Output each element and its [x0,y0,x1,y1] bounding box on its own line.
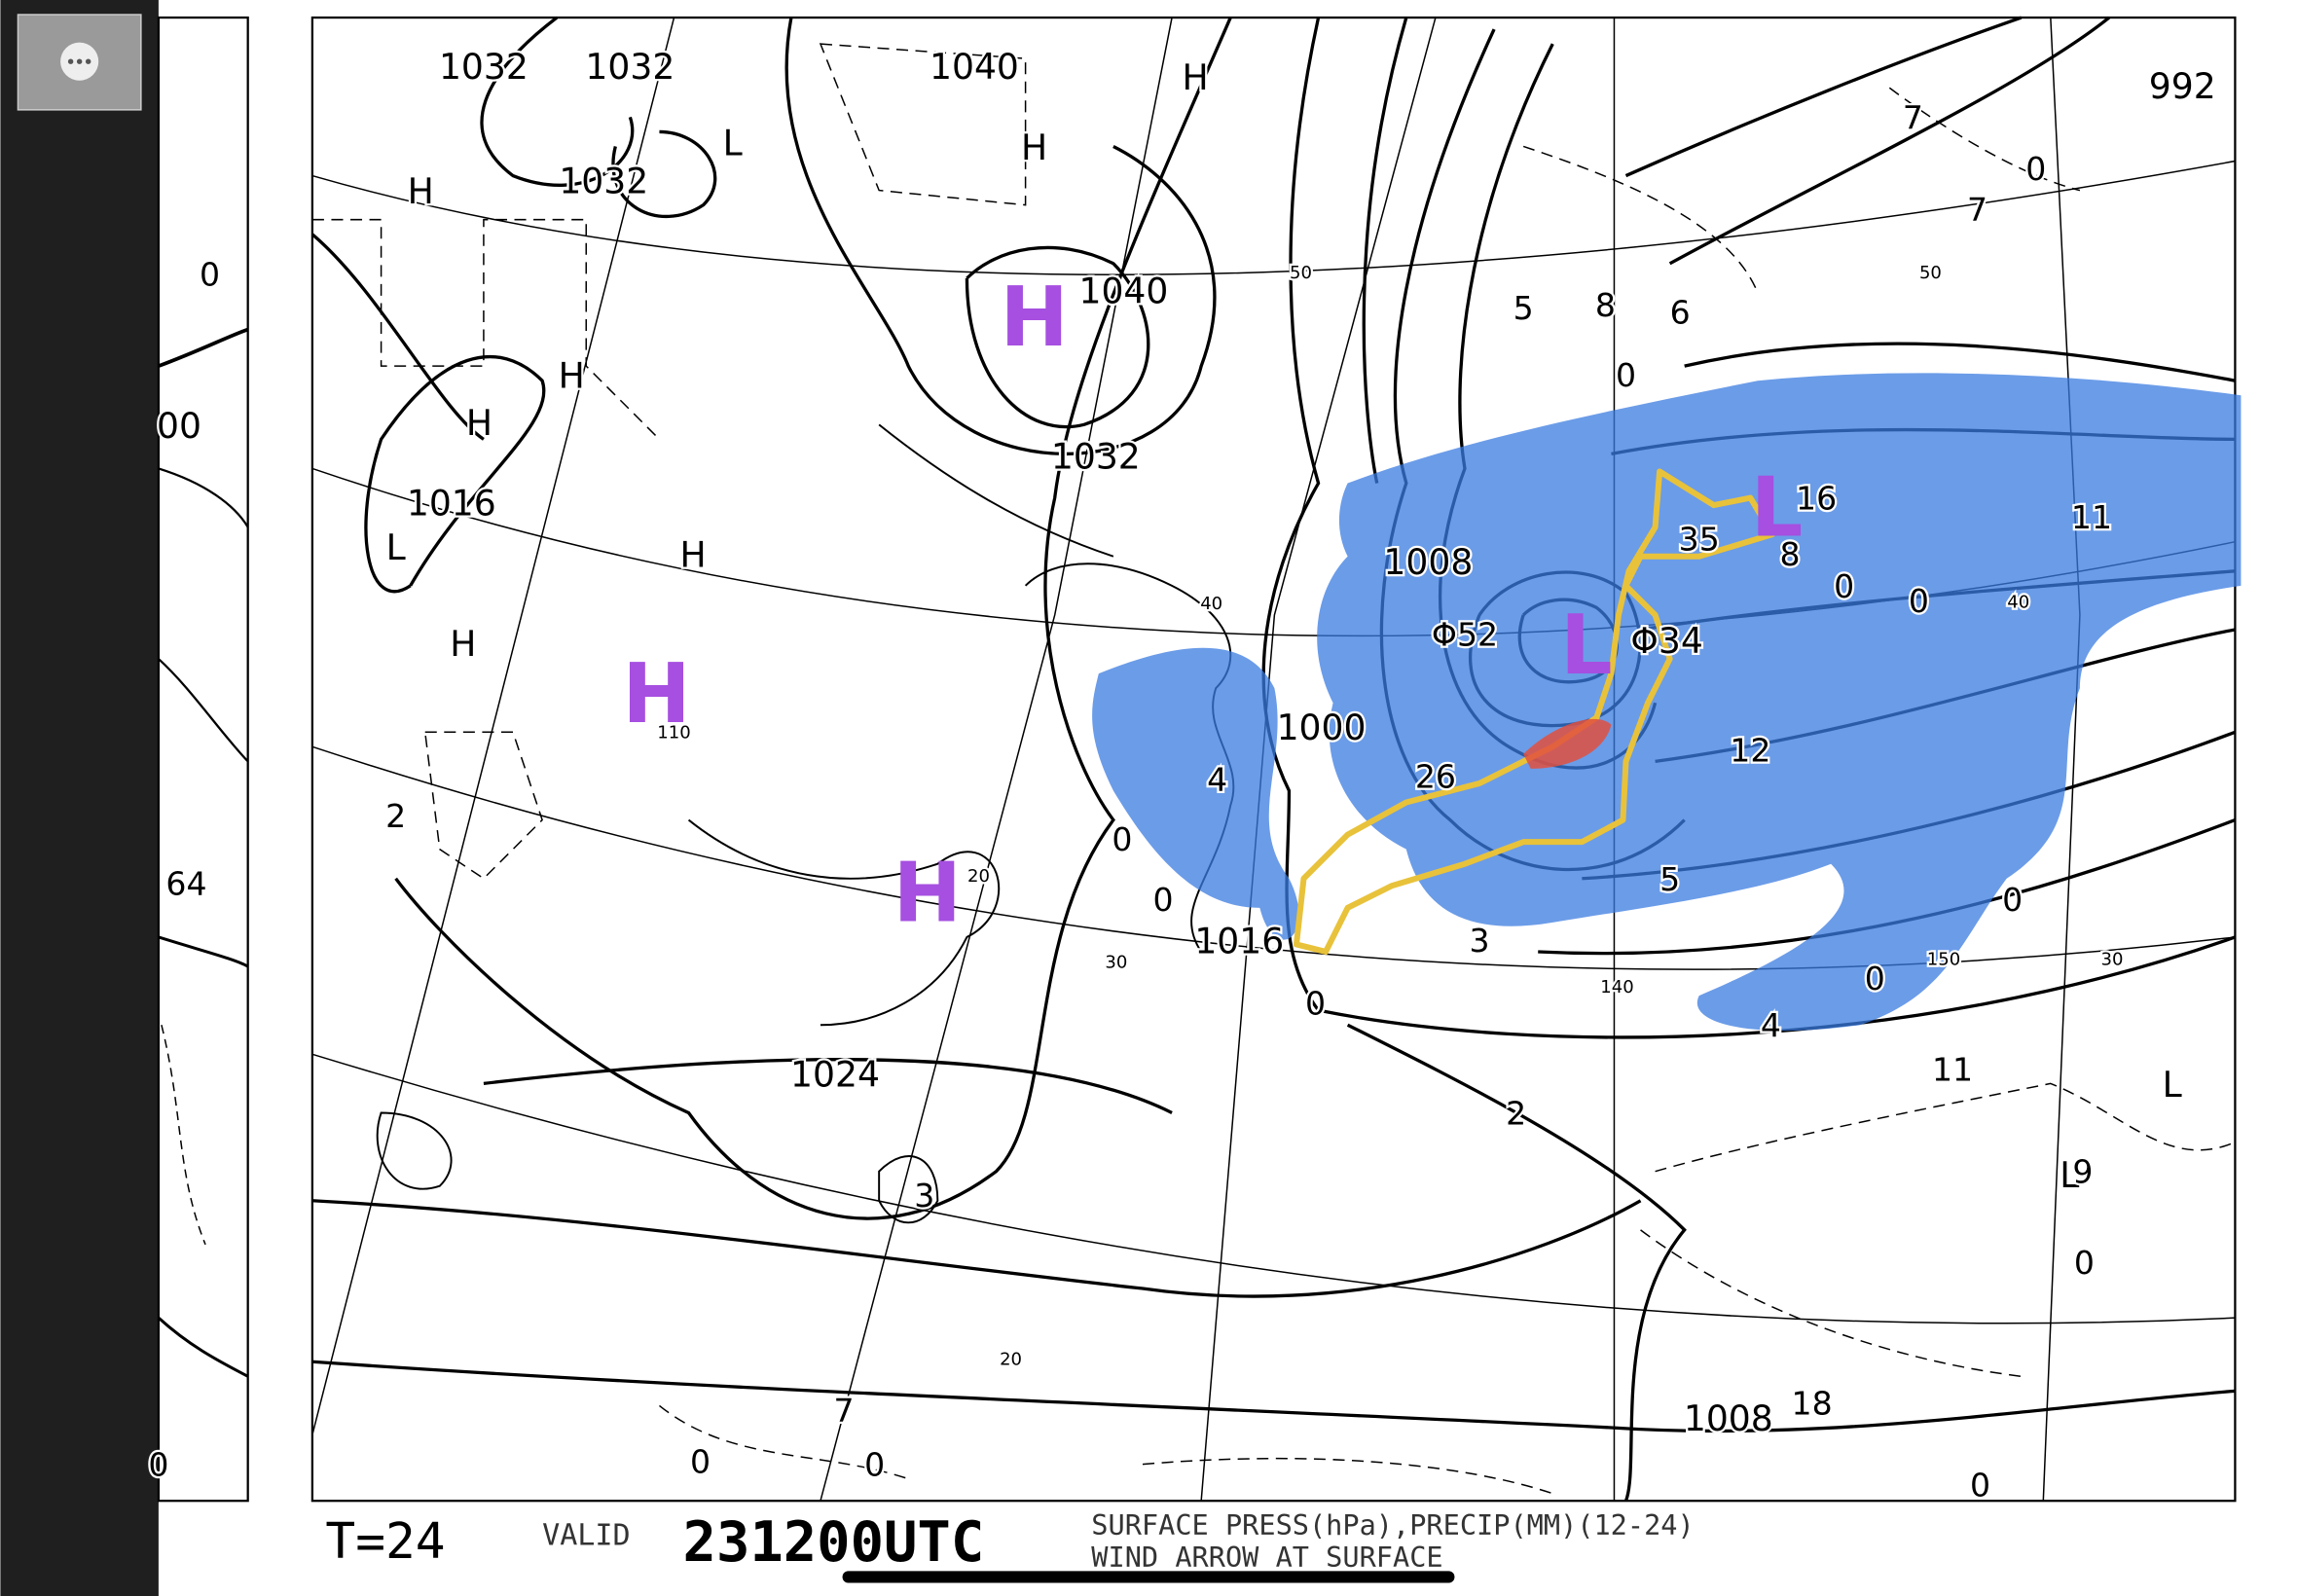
high-pressure: H [559,355,585,397]
precip-amount: 2 [385,797,406,835]
footer: T=24 VALID 231200UTC SURFACE PRESS(hPa),… [325,1508,1694,1575]
precip-amount: 11 [1932,1050,1973,1088]
precip-amount: 7 [1967,191,1987,229]
graticule-label: 20 [1000,1349,1022,1369]
isobar-label: 1016 [1194,920,1284,961]
precip-amount: 12 [1730,731,1770,769]
precip-amount: 64 [165,864,206,902]
valid-label: VALID [542,1518,631,1552]
precip-amount: 0 [1865,960,1885,998]
precip-amount: 0 [2074,1244,2095,1282]
precip-amount: 0 [2025,150,2046,188]
graticule-label: 40 [2007,592,2029,612]
home-indicator [842,1571,1455,1583]
sidebar [0,0,159,1596]
precip-amount: 18 [1792,1384,1833,1422]
precip-amount: 3 [914,1177,934,1215]
precip-amount: 3 [1470,922,1490,960]
precip-amount: 6 [1670,294,1691,332]
annotation-high: H [1000,270,1069,365]
precip-amount: 0 [1909,582,1929,620]
map-frame [310,16,2237,1503]
high-pressure: H [408,170,434,212]
high-pressure: H [466,402,492,444]
precip-amount: 7 [834,1392,855,1430]
precip-amount: 0 [690,1443,711,1481]
graticule-label: 30 [1105,953,1127,973]
precip-amount: 35 [1679,521,1720,559]
low-pressure: L [2163,1064,2182,1106]
isobar-label: 992 [2149,65,2216,107]
precip-amount: 0 [148,1446,168,1484]
low-pressure: L [2060,1154,2079,1196]
isobar-label: Φ34 [1630,620,1702,662]
isobar-label: 1040 [930,46,1019,88]
precip-amount: 0 [1305,985,1326,1023]
precip-amount: 8 [1779,535,1800,573]
precip-amount: 0 [1834,567,1854,605]
high-pressure: H [679,533,706,575]
graticule-label: 50 [1290,263,1312,283]
isobar-label: 1024 [790,1053,880,1095]
annotation-low: L [1560,598,1613,693]
precip-amount: 4 [1207,760,1227,798]
precip-amount: 0 [1616,356,1636,394]
isobar-label: 1016 [407,483,496,525]
precip-amount: 4 [1761,1006,1781,1044]
description-line1: SURFACE PRESS(hPa),PRECIP(MM)(12-24) [1091,1508,1694,1542]
graticule-label: 30 [2101,950,2124,970]
isobar-label: 1008 [1383,541,1473,583]
high-pressure: H [450,623,476,665]
isobar-label: 1000 [1277,707,1367,748]
isobar-label: 1032 [439,46,529,88]
low-pressure: L [723,122,743,163]
isobar-label: 1032 [585,46,675,88]
forecast-time: T=24 [325,1513,445,1571]
graticule-label: 110 [657,722,690,743]
heavy-precip-area [1523,718,1612,769]
precip-contours [311,43,2236,1495]
precip-amount: 8 [1595,286,1616,324]
precip-amount: 5 [1513,289,1534,327]
precip-amount: 16 [1796,480,1837,518]
low-pressure: L [386,526,406,568]
precip-amount: 0 [1970,1467,1990,1505]
precip-amount: 0 [1153,881,1174,919]
graticule-label: 140 [1600,977,1633,998]
isobar-label: 1008 [1684,1397,1773,1439]
precip-amount: 9 [2072,1153,2093,1191]
isobar-label: 1040 [1078,270,1168,311]
high-pressure: H [1183,56,1209,98]
graticule-label: 20 [967,866,990,887]
precip-amount: 2 [1506,1095,1526,1133]
map: 1032 1032 1040 1032 1040 1032 1016 1008 1000 1016… [146,16,2242,1506]
precip-amount: 11 [2071,498,2112,536]
annotation-high: H [622,646,691,742]
precipitation-area [1092,373,2242,1032]
isobar-label: 1032 [559,161,648,202]
precip-amount: 26 [1415,757,1456,795]
graticule-label: 150 [1927,950,1960,970]
precip-amount: 0 [200,255,220,293]
description-line2: WIND ARROW AT SURFACE [1091,1541,1442,1574]
precip-amount: 7 [1903,98,1923,136]
precip-amount: 5 [1659,860,1680,898]
precip-amount: 0 [2002,881,2023,919]
graticule-label: 50 [1919,263,1942,283]
graticule-label: 40 [1200,594,1222,614]
precip-amount: 0 [1112,820,1132,858]
annotation-high: H [893,845,963,940]
thumbnail[interactable] [17,14,142,111]
precip-amount: Φ52 [1432,616,1498,654]
japan-outline [1293,468,1775,955]
precip-amount: 0 [864,1446,885,1484]
isobar-label: 1032 [1051,435,1141,477]
high-pressure: H [1021,127,1047,168]
left-panel [157,16,249,1503]
valid-time: 231200UTC [683,1510,985,1575]
annotation-low: L [1751,460,1804,556]
isobar-label: 00 [157,405,201,447]
